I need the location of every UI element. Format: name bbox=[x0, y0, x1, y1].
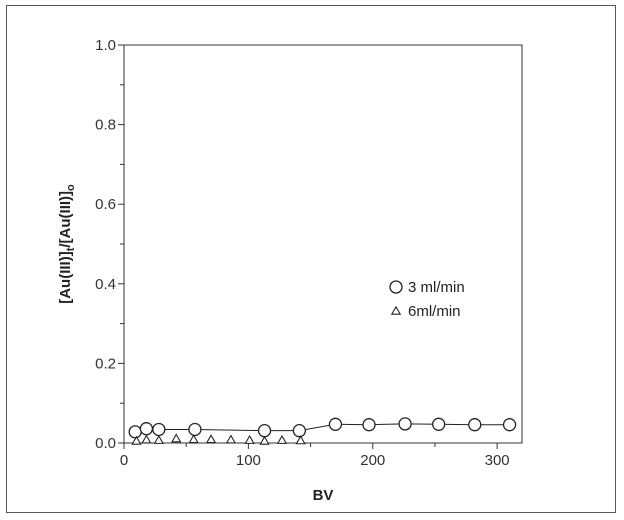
y-tick-label: 0.4 bbox=[95, 276, 116, 293]
triangle-point bbox=[244, 434, 255, 444]
y-axis-title-sub-2: o bbox=[65, 184, 77, 191]
x-tick-label: 0 bbox=[120, 452, 128, 469]
x-tick-label: 200 bbox=[360, 452, 385, 469]
circle-point bbox=[362, 418, 376, 432]
y-axis-title: [Au(III)]t/[Au(III)]o bbox=[57, 184, 77, 304]
triangle-point bbox=[276, 434, 288, 444]
triangle-point bbox=[131, 435, 142, 445]
circle-point bbox=[152, 422, 166, 437]
circle-point bbox=[432, 417, 446, 431]
x-tick-labels: 0 100 200 300 bbox=[120, 452, 510, 469]
circle-point bbox=[257, 424, 272, 438]
plot-area bbox=[123, 44, 523, 444]
legend-marker-1 bbox=[389, 280, 403, 294]
triangle-point bbox=[225, 434, 237, 444]
triangle-point bbox=[188, 434, 199, 444]
y-axis-title-sub-1: t bbox=[65, 247, 77, 251]
circle-point bbox=[502, 418, 517, 432]
x-tick-label: 300 bbox=[485, 452, 510, 469]
series-layer bbox=[128, 417, 517, 445]
circle-point bbox=[292, 424, 307, 438]
y-tick-label: 0.8 bbox=[95, 117, 116, 134]
triangle-point bbox=[205, 434, 217, 444]
y-tick-labels: 0.0 0.2 0.4 0.6 0.8 1.0 bbox=[95, 37, 116, 452]
x-tick-label: 100 bbox=[236, 452, 261, 469]
circle-point bbox=[328, 417, 343, 431]
circle-point bbox=[139, 422, 154, 436]
legend-marker-2 bbox=[390, 305, 402, 315]
x-axis-title: BV bbox=[313, 487, 334, 504]
series-1 bbox=[128, 417, 517, 439]
triangle-point bbox=[295, 435, 306, 445]
y-tick-label: 0.6 bbox=[95, 196, 116, 213]
circle-point bbox=[128, 425, 142, 439]
y-axis-title-main-2: /[Au(III)] bbox=[57, 191, 74, 248]
circle-point bbox=[398, 417, 412, 431]
legend-label-2: 6ml/min bbox=[408, 303, 461, 320]
triangle-point bbox=[153, 434, 164, 444]
circle-point bbox=[468, 418, 482, 432]
legend-label-1: 3 ml/min bbox=[408, 279, 465, 296]
legend: 3 ml/min 6ml/min bbox=[389, 279, 465, 320]
triangle-point bbox=[171, 433, 182, 443]
y-axis-title-main-1: [Au(III)] bbox=[57, 251, 74, 303]
y-tick-label: 0.0 bbox=[95, 435, 116, 452]
series-2 bbox=[131, 433, 306, 445]
y-tick-label: 1.0 bbox=[95, 37, 116, 54]
circle-point bbox=[188, 422, 202, 437]
y-tick-label: 0.2 bbox=[95, 355, 116, 372]
triangle-point bbox=[259, 435, 270, 445]
axis-ticks bbox=[118, 44, 498, 449]
triangle-point bbox=[141, 434, 152, 444]
